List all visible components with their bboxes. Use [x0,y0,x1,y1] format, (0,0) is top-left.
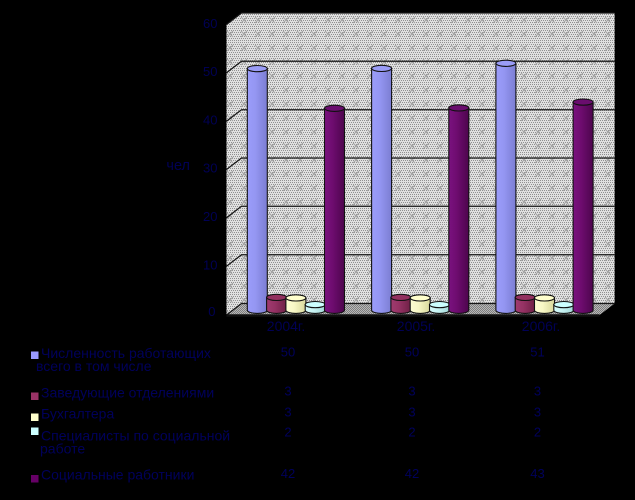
svg-text:20: 20 [203,209,217,224]
svg-text:50: 50 [405,345,419,360]
svg-text:2: 2 [284,425,291,440]
svg-text:42: 42 [281,466,295,481]
svg-text:0: 0 [208,304,215,319]
svg-text:42: 42 [405,466,419,481]
svg-text:Численность работающих: Численность работающих [41,345,211,361]
svg-text:50: 50 [203,64,217,79]
svg-text:3: 3 [534,405,541,420]
svg-text:60: 60 [203,16,217,31]
svg-text:2004г.: 2004г. [267,318,305,334]
svg-text:2006г.: 2006г. [522,318,560,334]
svg-text:Бухгалтера: Бухгалтера [41,406,114,422]
svg-text:2: 2 [534,425,541,440]
svg-text:3: 3 [284,384,291,399]
svg-text:40: 40 [203,112,217,127]
svg-text:2005г.: 2005г. [397,318,435,334]
svg-text:10: 10 [203,257,217,272]
svg-text:чел: чел [166,158,190,174]
svg-text:51: 51 [530,345,544,360]
svg-text:50: 50 [281,345,295,360]
svg-text:Специалисты по социальной: Специалисты по социальной [41,428,230,444]
svg-text:Заведующие отделениями: Заведующие отделениями [41,385,214,401]
svg-text:30: 30 [203,161,217,176]
svg-text:3: 3 [408,405,415,420]
svg-text:2: 2 [408,425,415,440]
svg-text:43: 43 [530,466,544,481]
svg-text:3: 3 [408,384,415,399]
svg-text:3: 3 [284,405,291,420]
svg-text:3: 3 [534,384,541,399]
svg-text:Социальные работники: Социальные работники [41,467,194,483]
svg-text:работе: работе [40,441,85,457]
svg-text:всего в том числе: всего в том числе [36,358,152,374]
